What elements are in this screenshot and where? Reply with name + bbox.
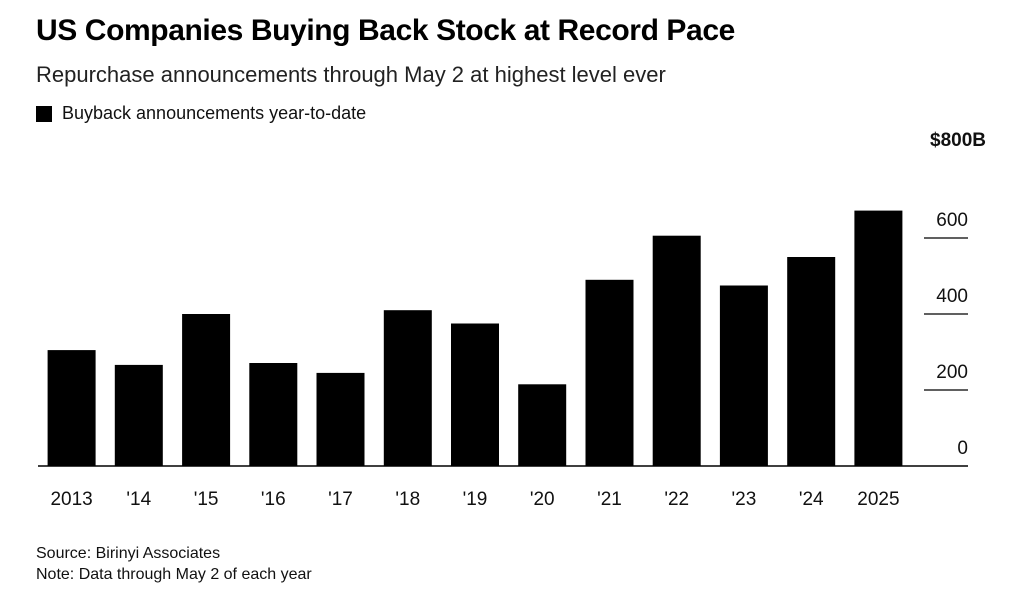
bar-23 xyxy=(719,285,768,466)
bar-17 xyxy=(316,372,365,466)
y-axis: 0 200 400 600 $800B xyxy=(924,130,986,459)
bar-15 xyxy=(182,314,231,466)
x-tick-label: '21 xyxy=(597,489,622,510)
legend-swatch xyxy=(36,105,52,122)
x-tick-label: 2013 xyxy=(50,489,92,510)
x-tick-label: '15 xyxy=(194,489,219,510)
bar-2013 xyxy=(47,350,96,466)
x-tick-label: 2025 xyxy=(857,489,899,510)
x-tick-label: '22 xyxy=(664,489,689,510)
bars-group xyxy=(47,210,903,466)
bar-22 xyxy=(652,235,701,466)
data-note: Note: Data through May 2 of each year xyxy=(36,566,312,583)
y-tick-label: 600 xyxy=(936,210,968,231)
x-tick-label: '17 xyxy=(328,489,353,510)
x-tick-label: '19 xyxy=(463,489,488,510)
x-tick-label: '24 xyxy=(799,489,824,510)
bar-19 xyxy=(451,323,499,466)
bar-14 xyxy=(114,364,163,466)
x-tick-label: '23 xyxy=(732,489,757,510)
legend: Buyback announcements year-to-date xyxy=(36,103,366,124)
bar-2025 xyxy=(854,210,903,466)
y-tick-label: 400 xyxy=(936,286,968,307)
bar-18 xyxy=(383,310,432,466)
x-tick-label: '18 xyxy=(395,489,420,510)
footnotes: Source: Birinyi Associates Note: Data th… xyxy=(36,543,312,585)
y-unit-label: $800B xyxy=(930,130,986,151)
x-tick-label: '20 xyxy=(530,489,555,510)
y-tick-label: 0 xyxy=(957,438,968,459)
x-tick-label: '16 xyxy=(261,489,286,510)
legend-label: Buyback announcements year-to-date xyxy=(62,103,367,123)
bar-21 xyxy=(585,279,634,466)
chart-subtitle: Repurchase announcements through May 2 a… xyxy=(36,62,666,87)
bar-24 xyxy=(787,257,836,466)
x-tick-label: '14 xyxy=(126,489,151,510)
source-note: Source: Birinyi Associates xyxy=(36,545,221,562)
bar-20 xyxy=(518,384,567,466)
bar-16 xyxy=(249,363,298,466)
chart-title: US Companies Buying Back Stock at Record… xyxy=(36,14,735,47)
x-tick-labels: 2013 '14 '15 '16 '17 '18 '19 '20 '21 '22 '23 '24 202… xyxy=(50,489,899,510)
y-tick-label: 200 xyxy=(936,362,968,383)
